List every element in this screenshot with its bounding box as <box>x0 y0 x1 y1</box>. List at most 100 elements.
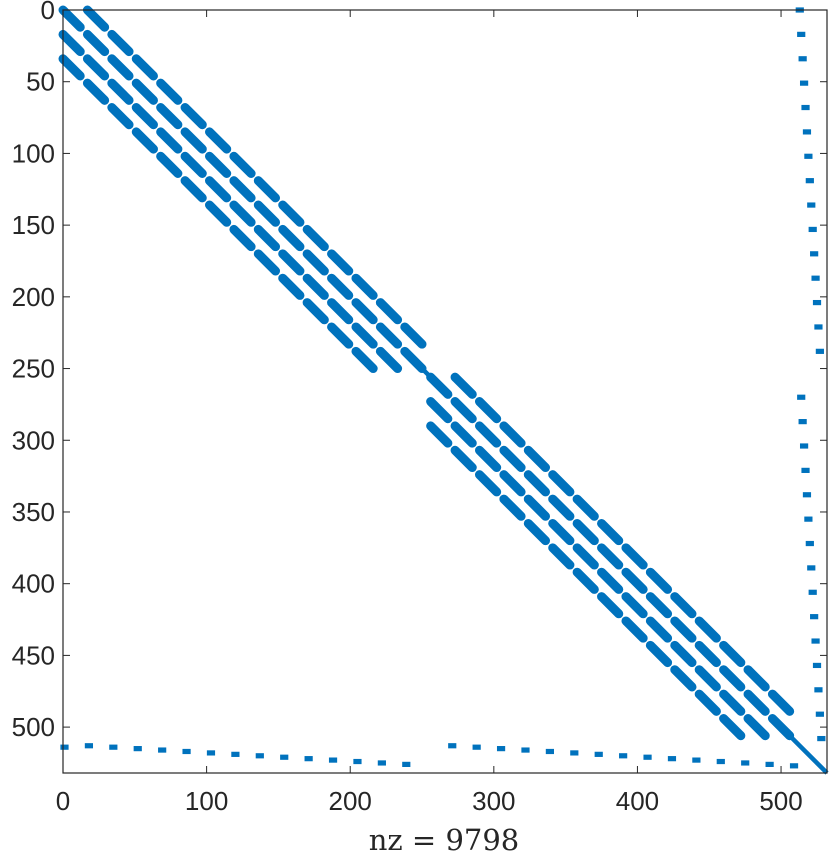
band-segment <box>278 249 305 276</box>
band-segment <box>204 200 232 227</box>
band-segment <box>719 665 746 692</box>
band-segment <box>621 592 648 619</box>
band-segment <box>302 249 329 276</box>
coupling-point <box>545 748 554 755</box>
band-segment <box>719 714 746 741</box>
band-segment <box>523 494 551 521</box>
band-segment <box>107 29 134 57</box>
coupling-point <box>797 394 806 400</box>
band-segment <box>400 322 427 349</box>
band-segment <box>645 567 673 594</box>
coupling-point <box>810 251 819 257</box>
y-tick-label: 50 <box>26 67 55 97</box>
band-segment <box>107 54 134 81</box>
band-segment <box>107 103 134 130</box>
band-segment <box>645 616 673 643</box>
band-segment <box>180 127 207 154</box>
coupling-point <box>797 31 806 37</box>
coupling-point <box>805 540 814 547</box>
band-segment <box>204 176 232 203</box>
coupling-point <box>231 751 240 757</box>
coupling-point <box>810 614 819 620</box>
coupling-point <box>802 492 812 498</box>
band-segment <box>131 78 158 105</box>
coupling-point <box>808 589 817 595</box>
band-segment <box>670 616 697 643</box>
coupling-point <box>799 443 809 449</box>
y-tick-label: 500 <box>12 712 55 742</box>
band-segment <box>327 322 354 349</box>
band-segment <box>180 151 207 178</box>
y-tick-label: 200 <box>12 282 55 312</box>
coupling-point <box>643 754 652 760</box>
band-segment <box>450 372 477 399</box>
coupling-point <box>304 756 313 762</box>
band-segment <box>548 543 575 570</box>
coupling-point <box>815 711 824 717</box>
band-segment <box>351 322 378 349</box>
coupling-point <box>799 80 809 86</box>
coupling-point <box>812 662 822 669</box>
band-segment <box>645 592 673 619</box>
sparsity-marks <box>58 5 829 775</box>
band-segment <box>82 78 110 105</box>
coupling-point <box>811 275 820 281</box>
band-segment <box>499 470 526 497</box>
band-segment <box>131 54 158 81</box>
coupling-point <box>496 746 506 752</box>
coupling-point <box>84 743 94 749</box>
band-segment <box>375 346 403 374</box>
coupling-point <box>814 324 823 330</box>
band-segment <box>253 200 281 227</box>
band-segment <box>694 665 721 692</box>
band-segment <box>107 78 134 105</box>
coupling-point <box>814 687 823 693</box>
coupling-point <box>328 757 338 763</box>
x-tick-label: 0 <box>56 786 70 816</box>
band-segment <box>572 518 599 546</box>
band-segment <box>670 665 697 692</box>
band-segment <box>58 5 85 32</box>
coupling-point <box>801 467 810 473</box>
coupling-point <box>280 754 289 760</box>
band-segment <box>572 567 599 594</box>
y-tick-label: 300 <box>12 425 55 455</box>
band-segment <box>253 176 281 203</box>
coupling-point <box>741 760 750 766</box>
coupling-point <box>807 202 816 208</box>
band-segment <box>597 543 624 570</box>
band-segment <box>156 78 183 105</box>
coupling-point <box>804 516 813 522</box>
band-segment <box>82 5 110 32</box>
band-segment <box>229 176 256 203</box>
band-segment <box>180 103 207 130</box>
band-segment <box>180 176 207 203</box>
band-segment <box>450 421 477 448</box>
band-segment <box>302 298 329 325</box>
band-segment <box>474 421 502 448</box>
x-tick-label: 400 <box>616 786 659 816</box>
band-segment <box>375 298 403 325</box>
coupling-point <box>812 299 822 306</box>
band-segment <box>743 665 770 692</box>
band-segment <box>156 151 183 178</box>
coupling-point <box>472 744 481 750</box>
band-segment <box>302 273 329 300</box>
x-tick-label: 200 <box>329 786 372 816</box>
band-segment <box>327 273 354 300</box>
coupling-point <box>619 753 628 759</box>
band-segment <box>229 200 256 227</box>
coupling-point <box>594 751 603 757</box>
band-segment <box>375 322 403 349</box>
coupling-point <box>798 56 807 62</box>
band-segment <box>82 54 110 81</box>
coupling-point <box>353 758 362 765</box>
coupling-point <box>133 746 142 752</box>
coupling-point <box>570 750 579 756</box>
y-tick-label: 400 <box>12 569 55 599</box>
coupling-point <box>811 638 820 644</box>
band-segment <box>694 616 721 643</box>
band-segment <box>204 151 232 178</box>
band-segment <box>302 224 329 252</box>
coupling-point <box>182 748 191 755</box>
